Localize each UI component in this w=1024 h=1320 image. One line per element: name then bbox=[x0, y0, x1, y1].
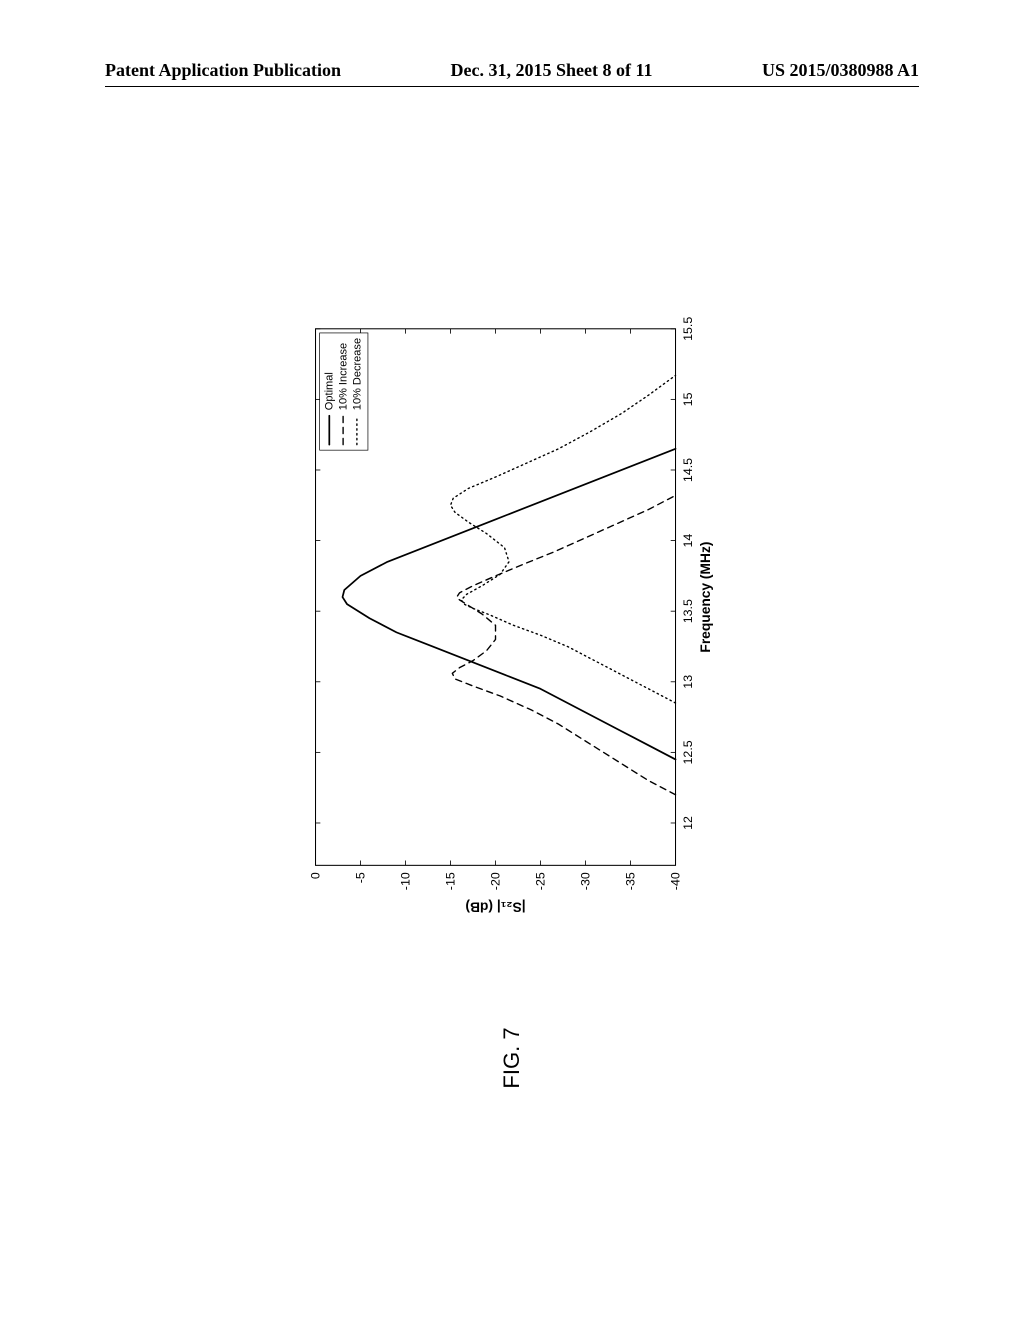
series-10pct-decrease bbox=[451, 375, 676, 703]
svg-text:13: 13 bbox=[681, 675, 695, 689]
page-header: Patent Application Publication Dec. 31, … bbox=[105, 60, 919, 81]
svg-text:-15: -15 bbox=[444, 872, 458, 890]
figure-caption: FIG. 7 bbox=[499, 1027, 525, 1088]
chart-svg: 12 12.5 13 13.5 14 14.5 15 15.5 0 -5 -10 -15 -20 -25 -… bbox=[75, 315, 945, 915]
svg-text:12.5: 12.5 bbox=[681, 740, 695, 764]
svg-text:-5: -5 bbox=[354, 872, 368, 883]
svg-text:15.5: 15.5 bbox=[681, 317, 695, 341]
svg-text:0: 0 bbox=[309, 872, 323, 879]
legend-label: Optimal bbox=[324, 372, 336, 410]
svg-text:-30: -30 bbox=[579, 872, 593, 890]
legend-label: 10% Increase bbox=[338, 343, 350, 410]
svg-text:14: 14 bbox=[681, 534, 695, 548]
svg-text:-25: -25 bbox=[534, 872, 548, 890]
legend-label: 10% Decrease bbox=[351, 338, 363, 410]
svg-text:|S₂₁| (dB): |S₂₁| (dB) bbox=[465, 900, 525, 915]
svg-text:-35: -35 bbox=[624, 872, 638, 890]
figure-7-chart: 12 12.5 13 13.5 14 14.5 15 15.5 0 -5 -10 -15 -20 -25 -… bbox=[75, 315, 945, 915]
svg-text:-40: -40 bbox=[669, 872, 683, 890]
svg-text:14.5: 14.5 bbox=[681, 458, 695, 482]
svg-text:12: 12 bbox=[681, 816, 695, 830]
page: Patent Application Publication Dec. 31, … bbox=[0, 0, 1024, 1320]
header-right: US 2015/0380988 A1 bbox=[762, 60, 919, 81]
header-middle: Dec. 31, 2015 Sheet 8 of 11 bbox=[451, 60, 653, 81]
svg-text:15: 15 bbox=[681, 392, 695, 406]
series-optimal bbox=[343, 449, 676, 760]
svg-text:-10: -10 bbox=[399, 872, 413, 890]
svg-text:Frequency (MHz): Frequency (MHz) bbox=[698, 542, 713, 653]
svg-text:-20: -20 bbox=[489, 872, 503, 890]
header-left: Patent Application Publication bbox=[105, 60, 341, 81]
svg-text:13.5: 13.5 bbox=[681, 599, 695, 623]
header-rule bbox=[105, 86, 919, 87]
